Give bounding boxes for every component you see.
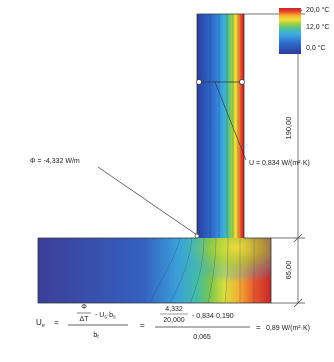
formula-eq1: = xyxy=(140,321,145,330)
formula-frac2-den: 0,065 xyxy=(193,334,211,341)
formula-result: 0,89 W/(m²·K) xyxy=(266,325,310,332)
dimension-lines xyxy=(244,9,305,308)
legend-mid-label: 12,0 °C xyxy=(306,23,329,31)
dimension-lower-label: 65,00 xyxy=(284,261,293,280)
legend-max-label: 20,0 °C xyxy=(306,6,329,14)
u-value-annotation: U = 0,834 W/(m²·K) xyxy=(249,160,310,167)
phi-leader-line xyxy=(97,166,198,236)
formula-frac1-den: bf xyxy=(93,332,99,341)
section-marker-right xyxy=(239,79,245,85)
legend-min-label: 0,0 °C xyxy=(306,44,326,52)
formula-eq-lhs: = xyxy=(54,318,59,327)
temperature-legend-bar xyxy=(279,8,301,54)
formula: Ue = Φ ΔT - Us·bs bf = 4,332 20,000 - 0,… xyxy=(36,304,310,341)
phi-marker xyxy=(194,233,200,239)
formula-frac2-tail: - 0,834·0,190 xyxy=(192,313,234,320)
section-marker-left xyxy=(196,79,202,85)
formula-frac1-num: Φ xyxy=(81,304,87,311)
corner-heat-zone xyxy=(150,238,271,303)
formula-frac2-num-b: 20,000 xyxy=(163,317,185,324)
slab-isotherms xyxy=(149,237,255,304)
formula-frac1-tail: - Us·bs xyxy=(95,312,116,321)
wall-isotherms xyxy=(209,14,239,238)
wall-section xyxy=(197,14,244,238)
formula-frac1-mid: ΔT xyxy=(80,316,90,323)
formula-eq2: = xyxy=(256,323,261,332)
formula-frac2-num-a: 4,332 xyxy=(165,306,183,313)
dimension-upper-label: 190,00 xyxy=(284,117,293,140)
formula-lhs: Ue xyxy=(36,318,45,329)
phi-annotation: Φ = -4,332 W/m xyxy=(30,158,80,165)
u-leader-line xyxy=(214,81,247,161)
